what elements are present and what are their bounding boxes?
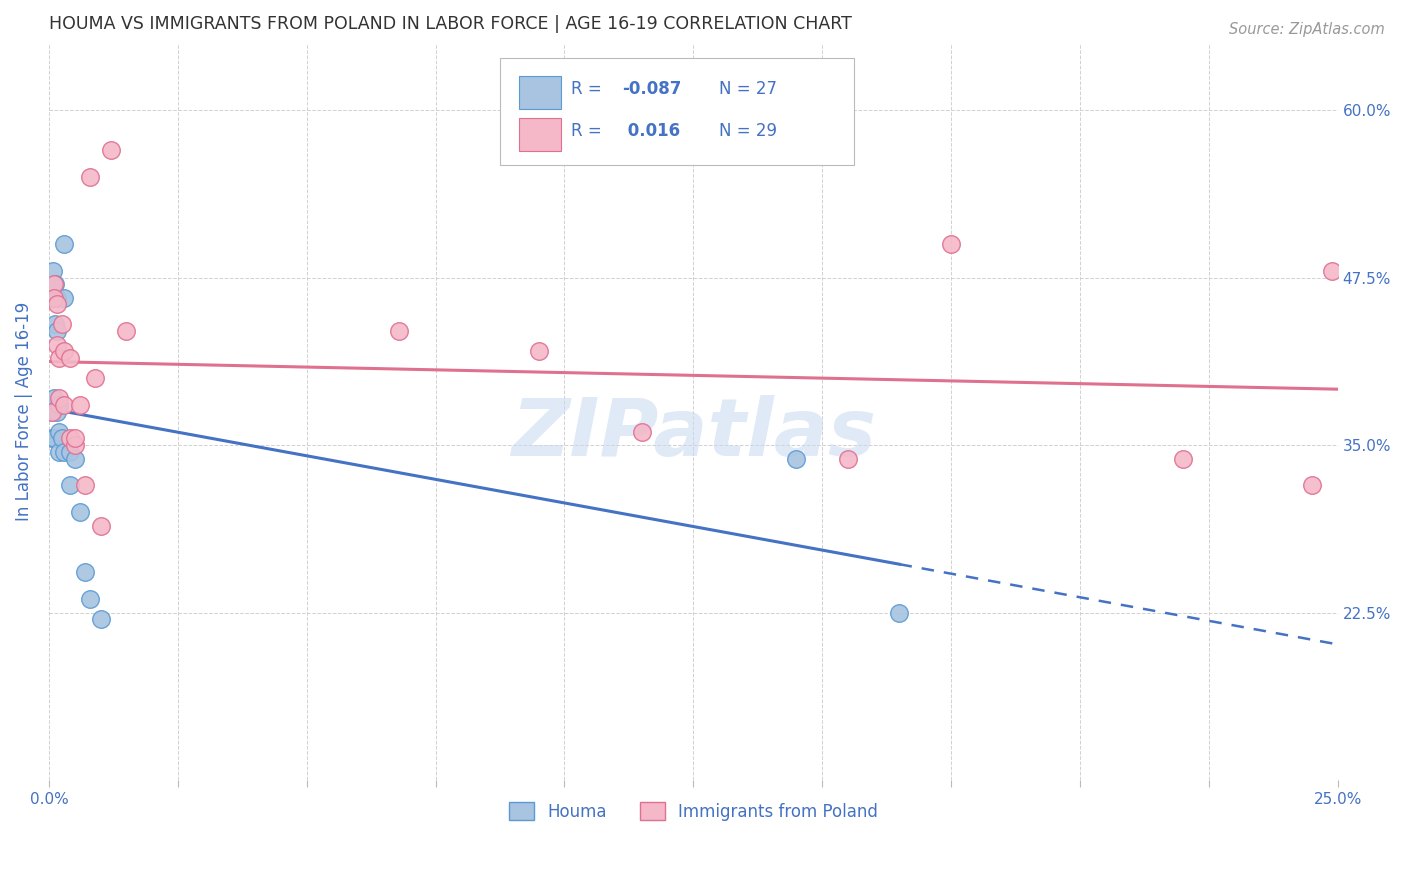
FancyBboxPatch shape: [519, 118, 561, 151]
Point: [388, 324, 411, 338]
Point: [45, 291, 67, 305]
Point: [630, 425, 652, 439]
Legend: Houma, Immigrants from Poland: Houma, Immigrants from Poland: [502, 796, 884, 827]
Y-axis label: In Labor Force | Age 16-19: In Labor Force | Age 16-19: [15, 302, 32, 521]
Point: [63, 451, 86, 466]
Text: 0.016: 0.016: [623, 122, 681, 140]
Text: N = 27: N = 27: [718, 80, 778, 98]
Point: [42, 264, 65, 278]
Point: [42, 431, 65, 445]
Point: [44, 318, 66, 332]
FancyBboxPatch shape: [501, 58, 855, 164]
Point: [41, 431, 63, 445]
Point: [58, 445, 80, 459]
Point: [69, 398, 91, 412]
Point: [785, 451, 807, 466]
Point: [1171, 451, 1194, 466]
Point: [1301, 478, 1323, 492]
Point: [69, 505, 91, 519]
Point: [889, 606, 911, 620]
Point: [100, 143, 122, 157]
Point: [48, 445, 70, 459]
Point: [58, 431, 80, 445]
Point: [53, 445, 76, 459]
Point: [48, 351, 70, 365]
Point: [73, 478, 96, 492]
Text: Source: ZipAtlas.com: Source: ZipAtlas.com: [1229, 22, 1385, 37]
Point: [58, 351, 80, 365]
Point: [45, 337, 67, 351]
Point: [42, 291, 65, 305]
FancyBboxPatch shape: [519, 76, 561, 109]
Point: [53, 291, 76, 305]
Point: [53, 344, 76, 359]
Point: [45, 297, 67, 311]
Point: [42, 291, 65, 305]
Point: [58, 478, 80, 492]
Point: [51, 318, 73, 332]
Point: [837, 451, 859, 466]
Point: [44, 277, 66, 292]
Text: ZIPatlas: ZIPatlas: [510, 395, 876, 473]
Point: [939, 237, 962, 252]
Text: R =: R =: [571, 122, 612, 140]
Point: [115, 324, 138, 338]
Point: [42, 391, 65, 405]
Point: [41, 404, 63, 418]
Text: N = 29: N = 29: [718, 122, 778, 140]
Point: [79, 592, 101, 607]
Text: R =: R =: [571, 80, 607, 98]
Point: [45, 404, 67, 418]
Point: [48, 425, 70, 439]
Point: [89, 518, 111, 533]
Point: [51, 431, 73, 445]
Point: [41, 404, 63, 418]
Point: [45, 324, 67, 338]
Text: -0.087: -0.087: [623, 80, 682, 98]
Text: HOUMA VS IMMIGRANTS FROM POLAND IN LABOR FORCE | AGE 16-19 CORRELATION CHART: HOUMA VS IMMIGRANTS FROM POLAND IN LABOR…: [49, 15, 852, 33]
Point: [73, 566, 96, 580]
Point: [53, 237, 76, 252]
Point: [89, 612, 111, 626]
Point: [79, 169, 101, 184]
Point: [84, 371, 107, 385]
Point: [63, 431, 86, 445]
Point: [53, 398, 76, 412]
Point: [42, 277, 65, 292]
Point: [48, 391, 70, 405]
Point: [1322, 264, 1344, 278]
Point: [48, 398, 70, 412]
Point: [63, 438, 86, 452]
Point: [527, 344, 550, 359]
